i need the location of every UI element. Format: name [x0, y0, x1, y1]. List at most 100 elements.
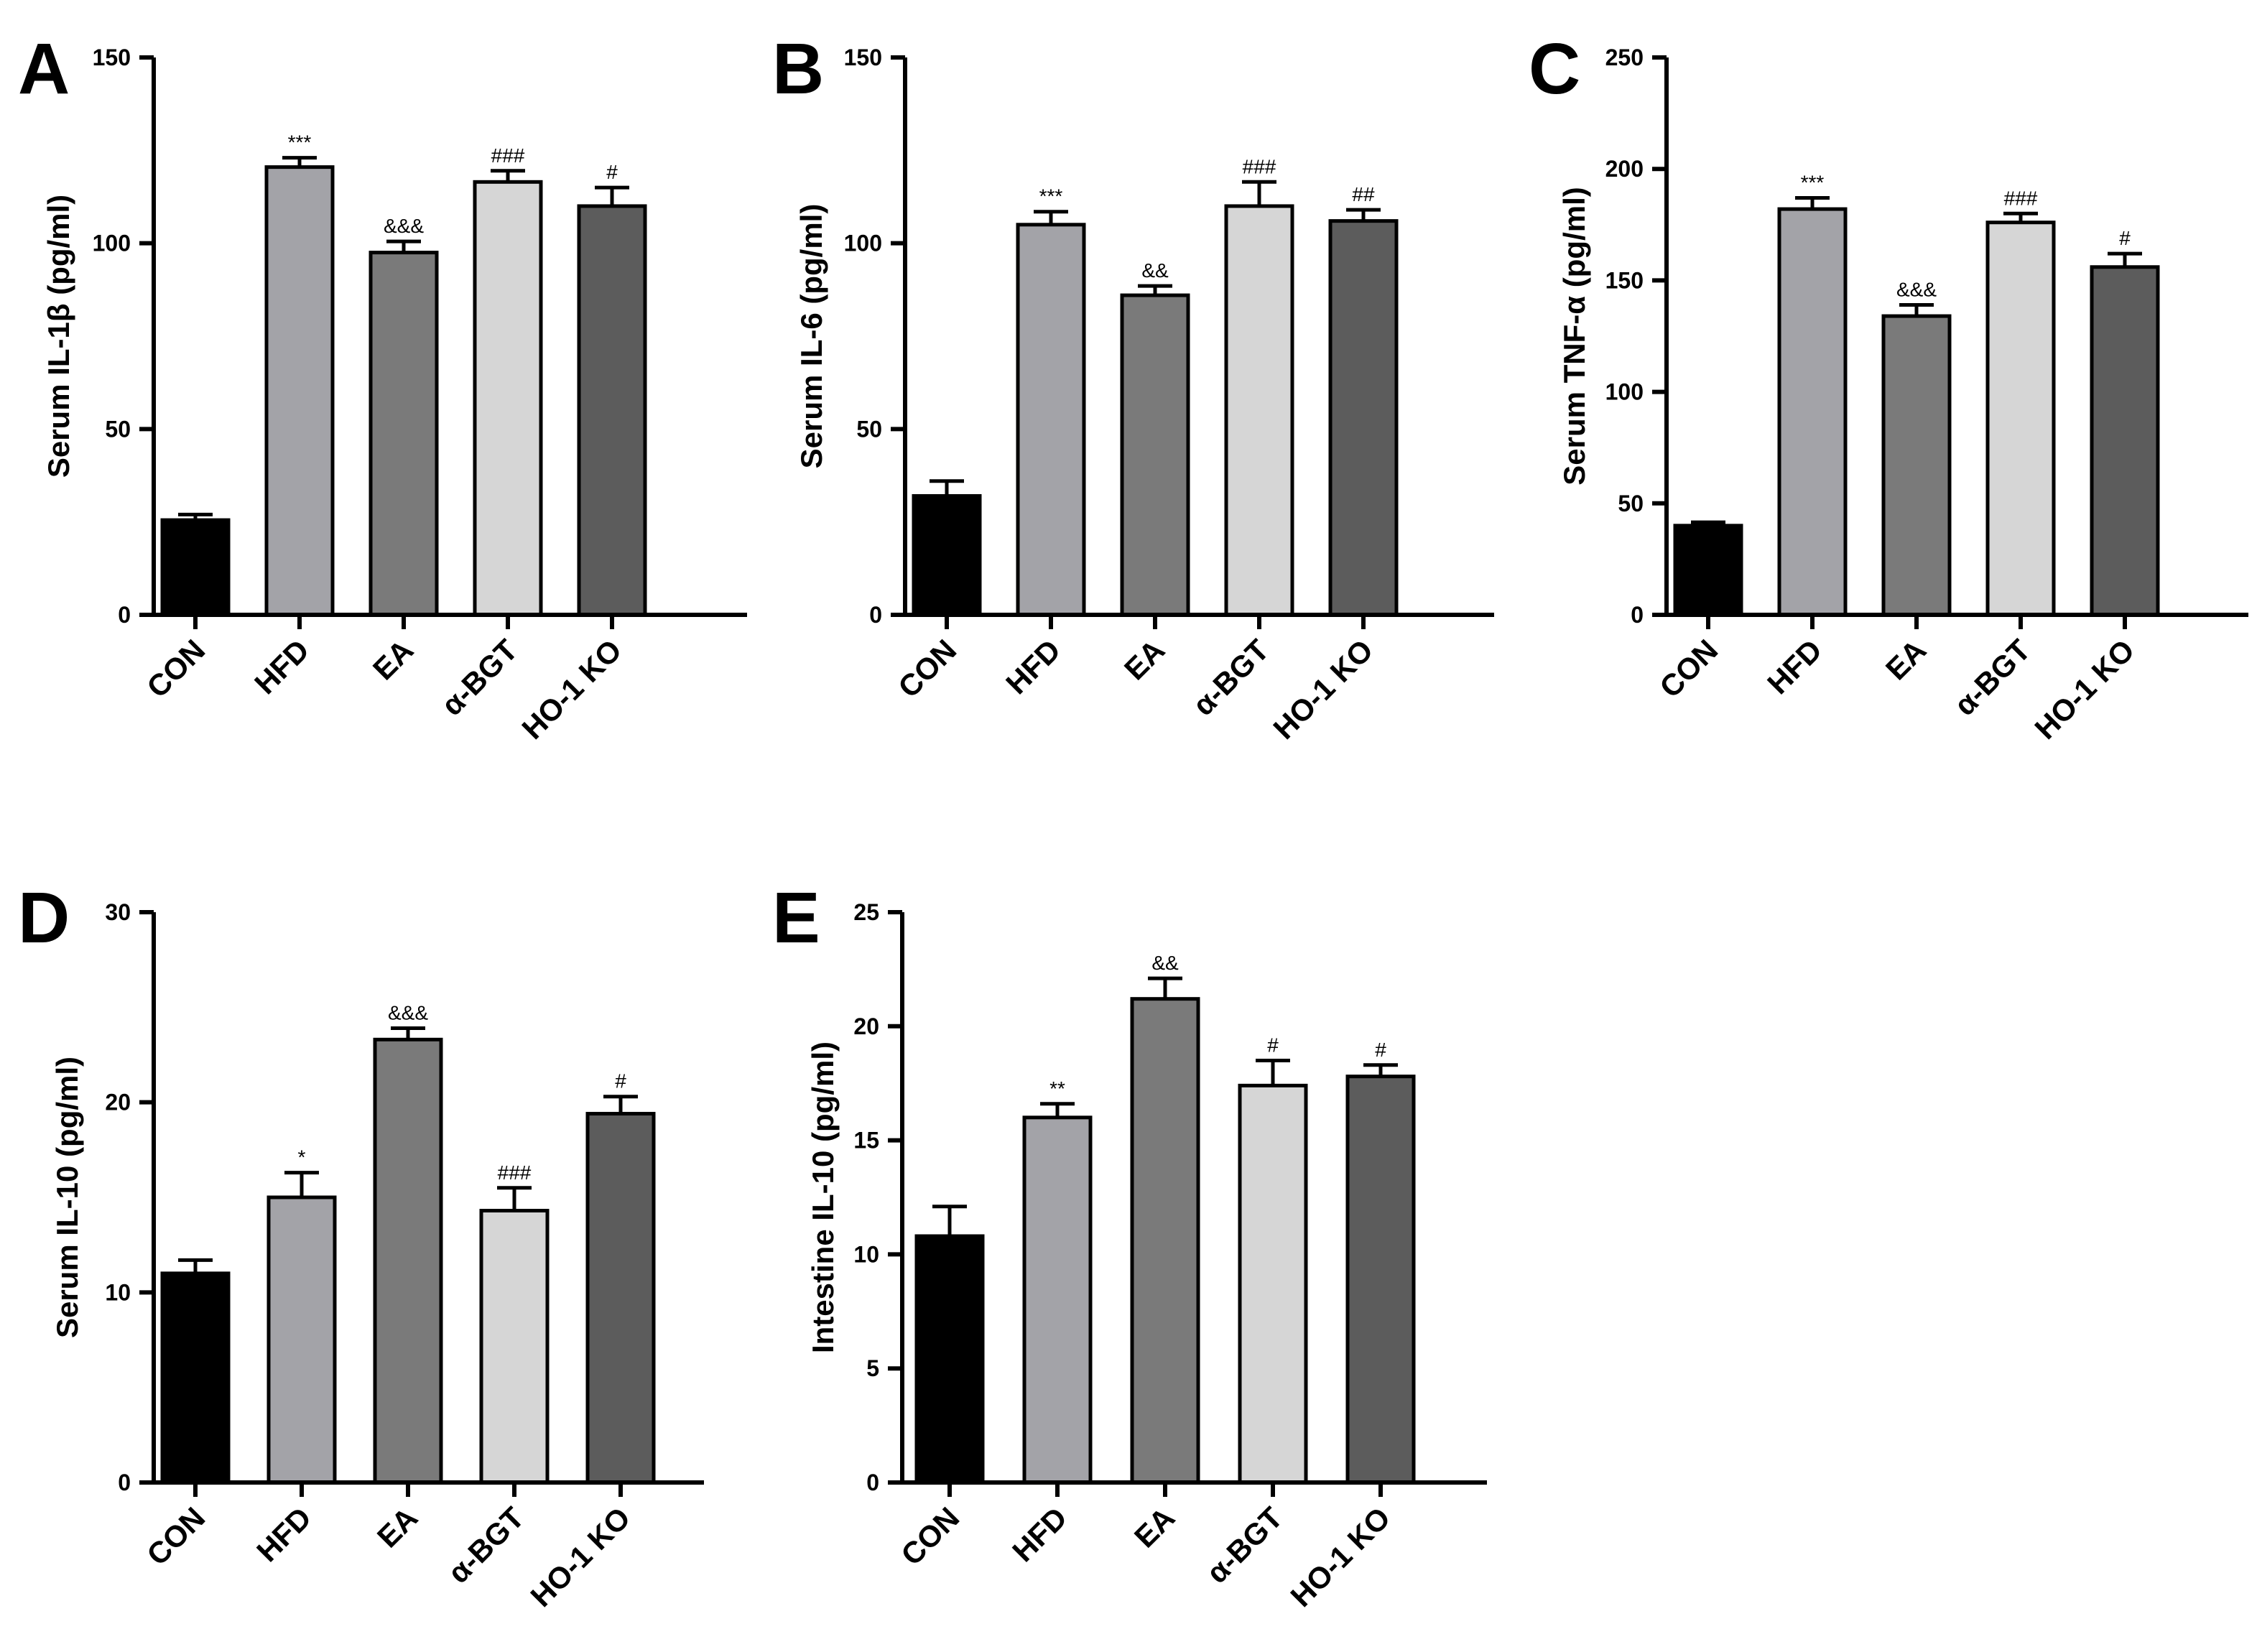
chart-panel-e: E Intestine IL-10 (pg/ml) CON ** HFD && EA # α-B… [772, 878, 1487, 1613]
category-label: EA [1879, 633, 1933, 687]
category-label: HO-1 KO [1284, 1500, 1396, 1613]
bar-con [160, 518, 231, 617]
chart-panel-d: D Serum IL-10 (pg/ml) CON * HFD &&& EA ### α-BGT… [18, 878, 704, 1613]
axes [152, 57, 747, 617]
y-tick-label: 20 [853, 1013, 879, 1039]
error-bar [178, 512, 213, 521]
significance-label: * [298, 1146, 306, 1169]
y-axis-label: Serum IL-6 (pg/ml) [794, 204, 828, 469]
y-tick-label: 50 [1618, 491, 1644, 516]
bar--bgt [479, 1209, 550, 1485]
bar-ea [1130, 997, 1200, 1485]
error-bar [282, 156, 317, 167]
category-label: EA [366, 633, 420, 687]
y-axis-label: Intestine IL-10 (pg/ml) [806, 1041, 840, 1353]
significance-label: &&& [1896, 279, 1937, 301]
error-bar [1138, 284, 1172, 296]
panel-letter: C [1529, 29, 1580, 109]
y-tick-label: 0 [118, 1470, 131, 1495]
significance-label: ### [1243, 155, 1276, 177]
category-label: EA [371, 1500, 425, 1554]
bar-ho-1-ko [1345, 1075, 1416, 1485]
error-bar [1363, 1063, 1398, 1077]
bar-hfd [1016, 223, 1086, 617]
y-tick-label: 150 [844, 45, 882, 70]
category-label: HO-1 KO [2028, 633, 2141, 746]
bar--bgt [1985, 221, 2056, 617]
significance-label: # [2119, 227, 2131, 249]
significance-label: ## [1352, 183, 1375, 205]
y-tick-label: 10 [105, 1279, 131, 1305]
y-tick-label: 50 [856, 416, 882, 442]
significance-label: ### [491, 144, 525, 167]
error-bar [1691, 520, 1725, 526]
y-tick-label: 15 [853, 1128, 879, 1154]
y-tick-label: 0 [1631, 602, 1644, 628]
category-label: HFD [250, 1500, 318, 1568]
y-tick-label: 5 [866, 1355, 879, 1381]
bar-con [160, 1271, 231, 1485]
error-bar [284, 1171, 319, 1197]
error-bar [391, 1026, 425, 1040]
bar-hfd [267, 1195, 337, 1485]
y-tick-label: 100 [1605, 379, 1644, 405]
significance-label: ### [2004, 187, 2038, 209]
bar-hfd [1777, 207, 1848, 617]
category-label: CON [891, 633, 963, 704]
error-bar [595, 185, 629, 206]
panel-letter: B [772, 29, 824, 109]
error-bar [386, 239, 421, 253]
significance-label: # [1267, 1034, 1279, 1056]
significance-label: ** [1049, 1077, 1065, 1100]
significance-label: # [606, 161, 618, 183]
axes [1664, 57, 2248, 617]
significance-label: # [615, 1070, 626, 1092]
error-bar [497, 1186, 532, 1211]
category-label: HO-1 KO [524, 1500, 636, 1613]
significance-label: *** [1039, 185, 1063, 208]
chart-panel-c: C Serum TNF-α (pg/ml) CON *** HFD &&& EA ### α-B… [1529, 29, 2248, 746]
category-label: CON [1653, 633, 1724, 704]
significance-label: ### [498, 1161, 532, 1184]
category-label: HFD [999, 633, 1067, 700]
error-bar [1242, 180, 1276, 206]
y-axis-label: Serum TNF-α (pg/ml) [1557, 187, 1591, 485]
category-label: α-BGT [441, 1500, 530, 1590]
y-axis-label: Serum IL-10 (pg/ml) [50, 1057, 84, 1338]
bar-ea [369, 251, 439, 617]
y-tick-label: 100 [93, 231, 131, 256]
category-label: CON [894, 1500, 965, 1572]
error-bar [1148, 976, 1182, 999]
bar-ho-1-ko [585, 1112, 656, 1485]
y-tick-label: 0 [869, 602, 882, 628]
y-tick-label: 200 [1605, 156, 1644, 182]
bar-con [914, 1234, 985, 1485]
category-label: CON [140, 633, 211, 704]
significance-label: *** [1801, 172, 1825, 194]
y-tick-label: 0 [118, 602, 131, 628]
category-label: HFD [1761, 633, 1828, 700]
error-bar [930, 479, 964, 496]
category-label: α-BGT [1200, 1500, 1289, 1590]
bar-con [912, 493, 982, 617]
error-bar [932, 1205, 967, 1236]
significance-label: &&& [384, 215, 424, 237]
y-axis-label: Serum IL-1β (pg/ml) [42, 195, 75, 478]
category-label: EA [1118, 633, 1172, 687]
significance-label: # [1375, 1039, 1386, 1061]
error-bar [178, 1258, 213, 1273]
bar--bgt [1238, 1083, 1308, 1485]
error-bar [1795, 196, 1830, 210]
error-bar [2108, 251, 2142, 267]
panel-letter: E [772, 878, 820, 958]
error-bar [1034, 210, 1068, 225]
bar-ea [373, 1037, 443, 1485]
category-label: EA [1128, 1500, 1182, 1554]
bar--bgt [1224, 204, 1294, 617]
error-bar [603, 1095, 638, 1114]
category-label: α-BGT [1947, 633, 2036, 722]
y-tick-label: 150 [93, 45, 131, 70]
bar-ho-1-ko [1328, 219, 1399, 617]
significance-label: && [1151, 952, 1179, 974]
